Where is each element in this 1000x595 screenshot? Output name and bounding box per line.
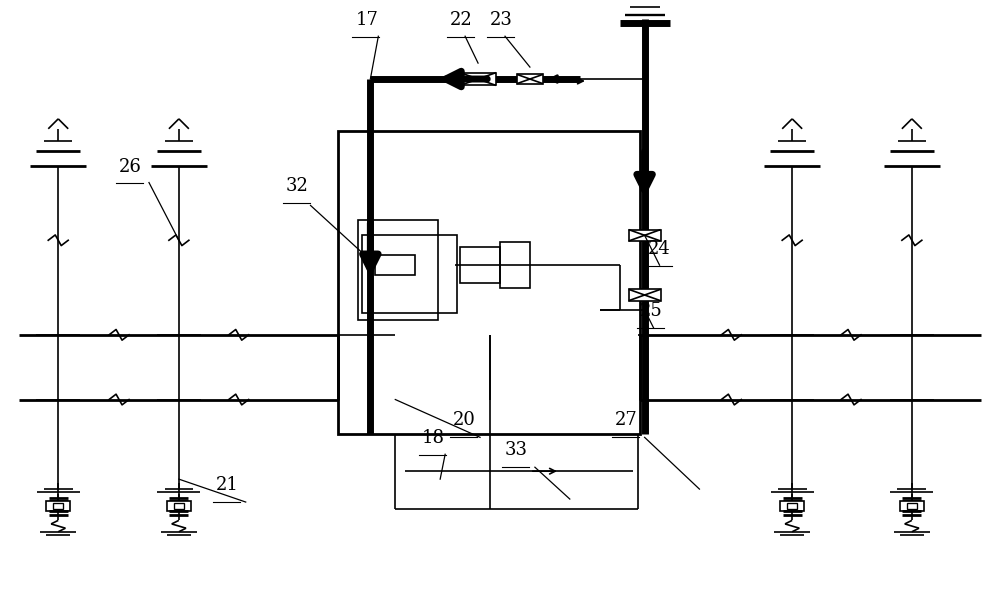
Text: 21: 21 <box>216 476 239 494</box>
Bar <box>629 289 661 300</box>
Text: 17: 17 <box>355 11 378 29</box>
Bar <box>174 503 184 509</box>
Text: 33: 33 <box>505 441 528 459</box>
Text: 26: 26 <box>119 158 142 176</box>
Bar <box>167 501 191 511</box>
Bar <box>460 73 496 86</box>
Bar <box>780 501 804 511</box>
Text: 24: 24 <box>648 240 670 258</box>
Bar <box>517 74 543 84</box>
Bar <box>629 230 661 241</box>
Text: 25: 25 <box>640 302 662 320</box>
Text: 22: 22 <box>450 11 473 29</box>
Bar <box>500 242 530 288</box>
Text: 32: 32 <box>286 177 308 196</box>
Text: 23: 23 <box>490 11 513 29</box>
Bar <box>787 503 797 509</box>
Text: 18: 18 <box>422 430 445 447</box>
Bar <box>460 248 500 283</box>
Bar <box>338 131 640 434</box>
Bar <box>46 501 70 511</box>
Text: 20: 20 <box>453 411 476 430</box>
Bar <box>53 503 63 509</box>
Bar <box>362 235 457 313</box>
Text: 27: 27 <box>615 411 637 430</box>
Bar <box>358 220 438 320</box>
Bar <box>375 255 415 275</box>
Bar <box>907 503 917 509</box>
Bar <box>900 501 924 511</box>
